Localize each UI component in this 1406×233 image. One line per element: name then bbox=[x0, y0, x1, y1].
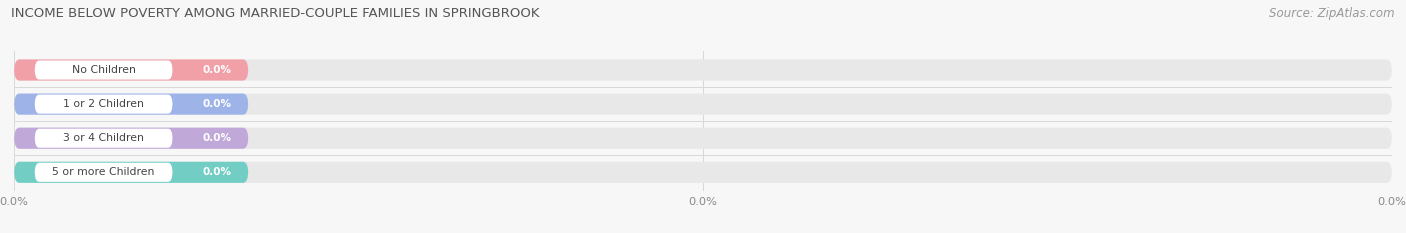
Text: 0.0%: 0.0% bbox=[202, 133, 232, 143]
FancyBboxPatch shape bbox=[35, 61, 173, 79]
Text: Source: ZipAtlas.com: Source: ZipAtlas.com bbox=[1270, 7, 1395, 20]
Text: No Children: No Children bbox=[72, 65, 135, 75]
Text: 0.0%: 0.0% bbox=[202, 65, 232, 75]
FancyBboxPatch shape bbox=[14, 162, 1392, 183]
FancyBboxPatch shape bbox=[14, 93, 1392, 115]
Text: 0.0%: 0.0% bbox=[202, 167, 232, 177]
FancyBboxPatch shape bbox=[35, 163, 173, 182]
FancyBboxPatch shape bbox=[14, 128, 249, 149]
Text: 5 or more Children: 5 or more Children bbox=[52, 167, 155, 177]
FancyBboxPatch shape bbox=[14, 128, 1392, 149]
FancyBboxPatch shape bbox=[35, 95, 173, 114]
FancyBboxPatch shape bbox=[14, 93, 249, 115]
FancyBboxPatch shape bbox=[14, 59, 1392, 81]
Text: 3 or 4 Children: 3 or 4 Children bbox=[63, 133, 143, 143]
Text: 1 or 2 Children: 1 or 2 Children bbox=[63, 99, 143, 109]
FancyBboxPatch shape bbox=[14, 59, 249, 81]
FancyBboxPatch shape bbox=[14, 162, 249, 183]
Text: INCOME BELOW POVERTY AMONG MARRIED-COUPLE FAMILIES IN SPRINGBROOK: INCOME BELOW POVERTY AMONG MARRIED-COUPL… bbox=[11, 7, 540, 20]
Text: 0.0%: 0.0% bbox=[202, 99, 232, 109]
FancyBboxPatch shape bbox=[35, 129, 173, 148]
